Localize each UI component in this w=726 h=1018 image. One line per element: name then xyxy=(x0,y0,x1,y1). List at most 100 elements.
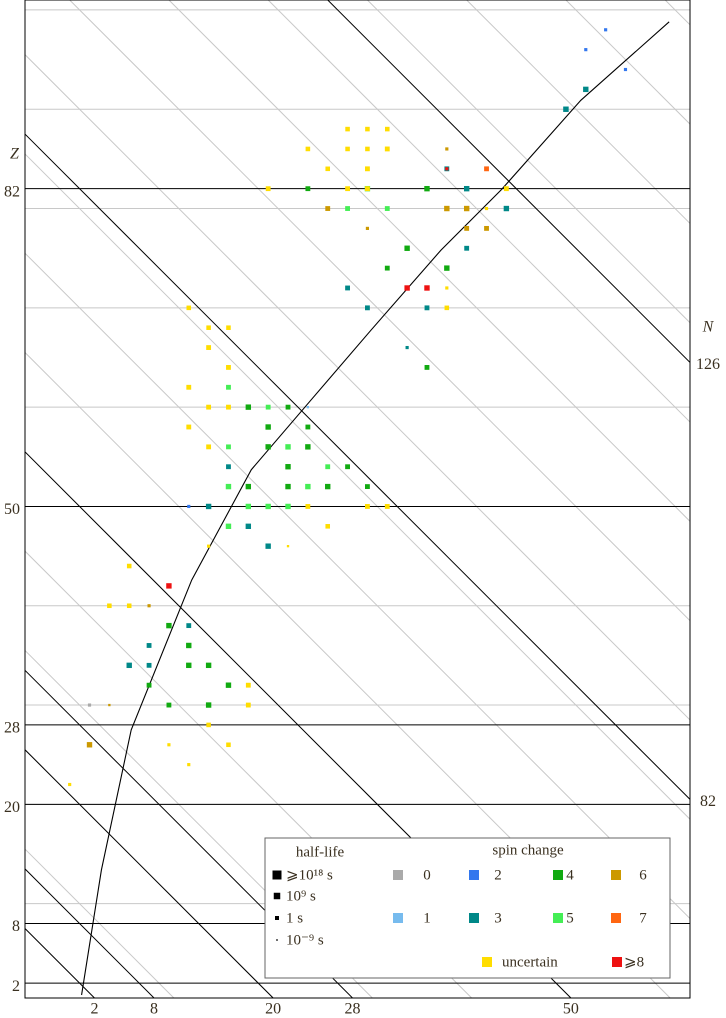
isomer-marker xyxy=(445,147,449,151)
isomer-marker xyxy=(226,464,231,470)
isomer-marker xyxy=(285,404,291,410)
isomer-marker xyxy=(463,205,470,212)
isomer-marker xyxy=(146,643,152,648)
legend-swatch xyxy=(482,957,492,967)
isomer-marker xyxy=(305,146,311,152)
legend-size-label: 1 s xyxy=(286,910,303,926)
isomer-marker xyxy=(265,424,271,430)
isomer-marker xyxy=(384,146,390,152)
isomer-marker xyxy=(146,662,152,668)
legend-swatch xyxy=(611,913,621,923)
legend-label: 4 xyxy=(566,867,574,883)
isomer-marker xyxy=(206,325,211,330)
isomer-marker xyxy=(384,504,390,509)
isomer-marker xyxy=(207,544,211,548)
isomer-marker xyxy=(245,682,251,688)
legend-title: spin change xyxy=(492,842,564,858)
isomer-marker xyxy=(285,483,291,490)
legend-swatch xyxy=(611,870,621,880)
n-magic-line xyxy=(25,928,95,998)
y-axis-label: Z xyxy=(10,146,20,163)
n-grid-line xyxy=(664,0,690,26)
n-grid-line xyxy=(25,252,690,919)
legend-label: 5 xyxy=(566,910,574,926)
isomer-marker xyxy=(226,325,231,330)
legend-swatch xyxy=(612,957,622,967)
legend-title: half-life xyxy=(296,844,345,860)
n-axis-label: N xyxy=(702,319,715,336)
isomer-marker xyxy=(226,444,231,450)
isomer-marker xyxy=(285,503,291,510)
grid xyxy=(25,0,690,998)
isomer-marker xyxy=(245,483,252,490)
isomer-marker xyxy=(484,206,489,211)
legend-size-marker xyxy=(273,892,281,900)
n-tick-label: 2 xyxy=(90,1001,98,1018)
y-tick-label: 2 xyxy=(12,978,20,995)
isomer-marker xyxy=(384,126,390,132)
isomer-marker xyxy=(126,563,132,569)
isomer-marker xyxy=(226,384,231,390)
isomer-marker xyxy=(424,365,430,370)
legend-swatch xyxy=(393,870,403,880)
y-tick-label: 82 xyxy=(4,183,20,200)
isomer-marker xyxy=(345,464,350,470)
stability-line xyxy=(81,21,670,996)
isomer-marker xyxy=(444,205,450,212)
n-tick-label: 82 xyxy=(700,793,716,810)
isomer-marker xyxy=(186,662,192,669)
n-grid-line xyxy=(466,0,690,224)
isomer-marker xyxy=(404,285,410,291)
isomer-marker xyxy=(404,245,410,251)
n-grid-line xyxy=(25,153,690,820)
isomer-marker xyxy=(245,702,251,708)
isomer-marker xyxy=(225,483,232,490)
legend-size-marker xyxy=(275,916,279,920)
isomer-marker xyxy=(126,603,132,609)
isomer-marker xyxy=(87,703,92,707)
isomer-marker xyxy=(305,186,311,192)
isomer-marker xyxy=(424,305,430,311)
isomer-marker xyxy=(365,504,370,509)
isomer-marker xyxy=(126,662,132,669)
legend-size-marker xyxy=(272,870,282,880)
isomer-marker xyxy=(265,444,271,450)
isomer-marker xyxy=(405,345,409,350)
legend-size-label: 10⁹ s xyxy=(286,888,316,904)
isomer-marker xyxy=(245,503,252,510)
isomer-marker xyxy=(186,424,192,430)
isomer-marker xyxy=(265,186,271,192)
isomer-marker xyxy=(464,245,470,251)
legend-label: ⩾8 xyxy=(624,954,644,970)
isomer-marker xyxy=(226,404,231,410)
isomer-marker xyxy=(265,503,271,510)
y-tick-label: 28 xyxy=(4,720,20,737)
isomer-marker xyxy=(86,742,93,748)
isomer-marker xyxy=(345,285,350,291)
n-tick-label: 126 xyxy=(696,356,720,373)
legend-label: 2 xyxy=(494,867,502,883)
legend-swatch xyxy=(393,913,403,923)
legend-label: 1 xyxy=(423,910,431,926)
legend-size-label: 10⁻⁹ s xyxy=(286,932,324,948)
isomer-marker xyxy=(205,503,212,510)
n-grid-line xyxy=(565,0,690,125)
isomer-marker xyxy=(108,703,111,707)
n-tick-label: 20 xyxy=(265,1001,281,1018)
isomer-marker xyxy=(206,345,212,350)
isomer-marker xyxy=(345,186,350,192)
isomer-marker xyxy=(623,67,628,72)
isomer-marker xyxy=(186,623,192,629)
isomer-marker xyxy=(285,464,291,470)
isomer-marker xyxy=(306,405,310,409)
isomer-marker xyxy=(503,186,509,192)
y-tick-label: 20 xyxy=(4,799,20,816)
n-grid-line xyxy=(69,0,690,622)
isomer-marker xyxy=(286,545,290,548)
n-magic-line xyxy=(25,868,155,998)
isomer-marker xyxy=(365,146,370,152)
isomer-marker xyxy=(365,226,370,230)
isomer-marker xyxy=(206,722,211,728)
isomer-marker xyxy=(186,384,192,390)
